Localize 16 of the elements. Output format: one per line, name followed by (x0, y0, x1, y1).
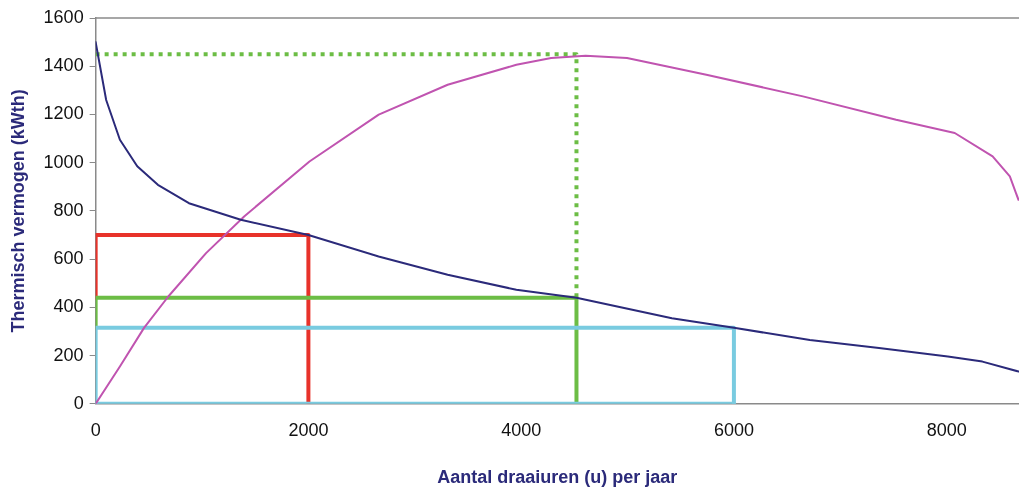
x-tick-label: 4000 (501, 419, 542, 440)
y-tick-label: 200 (53, 344, 84, 365)
x-tick-label: 8000 (926, 419, 967, 440)
y-axis-title: Thermisch vermogen (kWth) (7, 89, 28, 333)
y-tick-label: 1000 (43, 151, 84, 172)
y-tick-label: 400 (53, 296, 84, 317)
x-tick-label: 2000 (288, 419, 329, 440)
x-tick-label: 0 (90, 419, 101, 440)
y-tick-label: 1200 (43, 103, 84, 124)
y-tick-label: 1400 (43, 55, 84, 76)
x-tick-label: 6000 (713, 419, 754, 440)
y-tick-label: 0 (73, 392, 84, 413)
y-tick-label: 800 (53, 199, 84, 220)
x-axis-title: Aantal draaiuren (u) per jaar (437, 467, 678, 488)
y-tick-label: 600 (53, 248, 84, 269)
y-tick-label: 1600 (43, 6, 84, 27)
